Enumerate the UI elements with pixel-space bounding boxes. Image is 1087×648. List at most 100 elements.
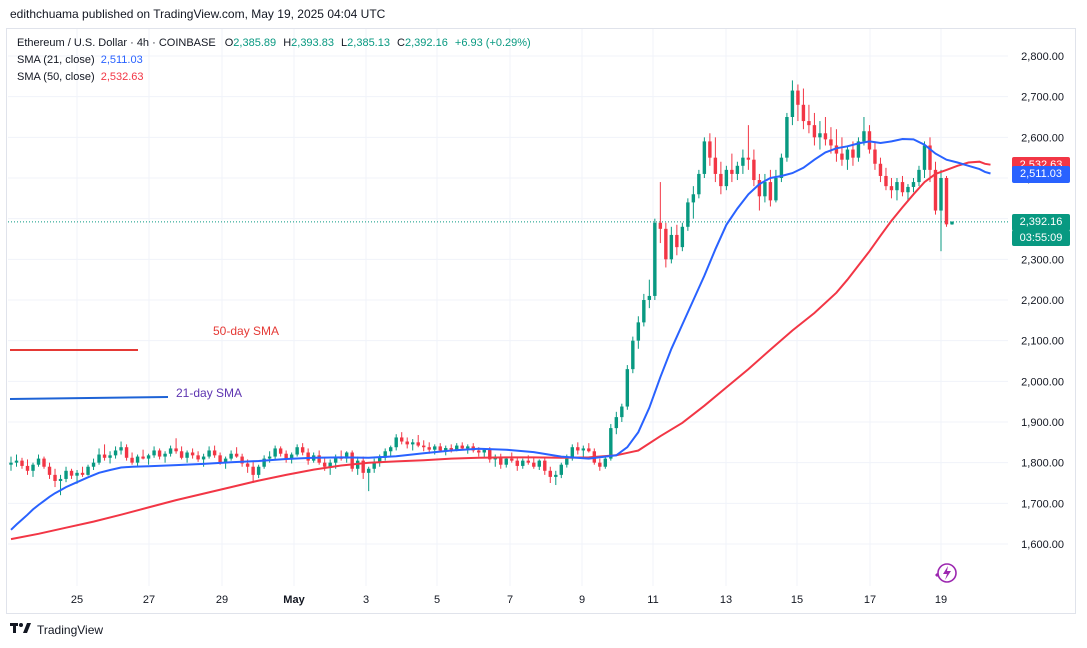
close-label: C — [397, 37, 405, 49]
candle-body — [157, 450, 162, 457]
candle-body — [344, 452, 349, 459]
candle-body — [790, 90, 795, 117]
candle-body — [124, 447, 129, 458]
candle-body — [460, 445, 464, 449]
candles-group — [9, 80, 954, 496]
publisher-line: edithchuama published on TradingView.com… — [10, 7, 386, 21]
candle-body — [163, 453, 167, 457]
candle-body — [862, 131, 866, 142]
candle-body — [300, 447, 305, 453]
candle-body — [933, 169, 938, 211]
candle-body — [895, 182, 899, 191]
candle-body — [631, 340, 635, 370]
y-tick-label: 1,800.00 — [1021, 458, 1064, 470]
candle-body — [444, 448, 448, 451]
legend-sma21-row[interactable]: SMA (21, close) 2,511.03 — [17, 52, 531, 69]
y-tick-label: 2,100.00 — [1021, 336, 1064, 348]
candle-body — [840, 153, 844, 160]
candle-body — [58, 478, 63, 481]
candle-body — [504, 458, 508, 465]
candle-body — [322, 462, 327, 467]
x-axis[interactable]: 25 27 29 May 3 5 7 9 11 13 15 17 19 — [71, 594, 947, 606]
candle-body — [845, 149, 850, 160]
candle-body — [295, 447, 299, 455]
candle-body — [377, 457, 382, 463]
candle-body — [537, 460, 541, 467]
candle-body — [636, 322, 641, 341]
candle-body — [47, 466, 52, 475]
candle-body — [768, 182, 773, 201]
bar-countdown: 03:55:09 — [1012, 229, 1070, 246]
candle-body — [917, 169, 921, 183]
candle-body — [482, 449, 486, 453]
candle-body — [785, 117, 789, 158]
candle-body — [922, 145, 927, 170]
candle-body — [190, 452, 195, 456]
candle-body — [240, 456, 244, 464]
low-value: 2,385.13 — [347, 37, 390, 49]
candle-body — [9, 462, 13, 465]
candle-body — [284, 453, 288, 459]
candle-body — [653, 222, 657, 296]
candle-body — [724, 169, 729, 187]
candle-body — [713, 157, 718, 174]
candle-body — [317, 455, 321, 463]
symbol-title[interactable]: Ethereum / U.S. Dollar · 4h · COINBASE — [17, 37, 216, 49]
sma50-value: 2,532.63 — [100, 71, 144, 83]
candle-body — [625, 369, 630, 407]
x-tick-label: 9 — [579, 594, 585, 606]
candle-body — [422, 445, 426, 448]
candle-body — [168, 448, 173, 454]
x-tick-label: 13 — [720, 594, 732, 606]
footer-brand[interactable]: TradingView — [10, 622, 103, 637]
candle-body — [130, 457, 134, 463]
candle-body — [42, 458, 46, 467]
candle-body — [526, 460, 530, 463]
candle-body — [581, 448, 586, 451]
y-tick-label: 2,800.00 — [1021, 51, 1064, 63]
candle-body — [757, 180, 762, 197]
candle-body — [350, 452, 354, 469]
candle-body — [405, 441, 409, 445]
candle-body — [416, 442, 420, 446]
candle-body — [223, 458, 228, 463]
sma21-price-tag: 2,511.03 — [1012, 165, 1070, 183]
candle-body — [229, 453, 233, 459]
candle-body — [141, 456, 145, 459]
candle-body — [884, 175, 888, 187]
candle-body — [752, 159, 756, 181]
candle-body — [559, 464, 563, 475]
legend-sma50-row[interactable]: SMA (50, close) 2,532.63 — [17, 69, 531, 86]
lightning-icon[interactable] — [932, 562, 958, 584]
candle-body — [878, 163, 883, 176]
candle-body — [218, 455, 222, 463]
grid-lines — [8, 29, 1008, 586]
x-tick-label: 19 — [935, 594, 947, 606]
candle-body — [763, 182, 767, 197]
x-tick-label: 25 — [71, 594, 83, 606]
candle-body — [532, 462, 536, 467]
legend-ohlc-row: Ethereum / U.S. Dollar · 4h · COINBASE O… — [17, 35, 531, 52]
candle-body — [834, 145, 839, 154]
candle-body — [900, 182, 905, 193]
candle-body — [152, 450, 156, 456]
y-axis[interactable]: 1,600.00 1,700.00 1,800.00 1,900.00 2,000.00… — [1021, 51, 1064, 551]
candle-body — [873, 149, 877, 164]
footer-brand-text: TradingView — [37, 622, 104, 637]
candle-body — [928, 145, 932, 170]
candle-body — [388, 447, 393, 452]
candle-body — [812, 125, 817, 138]
y-tick-label: 1,700.00 — [1021, 498, 1064, 510]
sma21-label: SMA (21, close) — [17, 54, 95, 66]
low-label: L — [341, 37, 348, 49]
y-tick-label: 2,700.00 — [1021, 92, 1064, 104]
open-label: O — [224, 37, 234, 49]
annotation-50-day-sma: 50-day SMA — [213, 324, 279, 338]
candle-body — [278, 448, 283, 454]
candle-body — [823, 133, 828, 140]
candle-body — [14, 460, 19, 463]
candle-body — [697, 173, 701, 195]
candle-body — [135, 456, 140, 463]
x-tick-label: May — [283, 594, 305, 606]
